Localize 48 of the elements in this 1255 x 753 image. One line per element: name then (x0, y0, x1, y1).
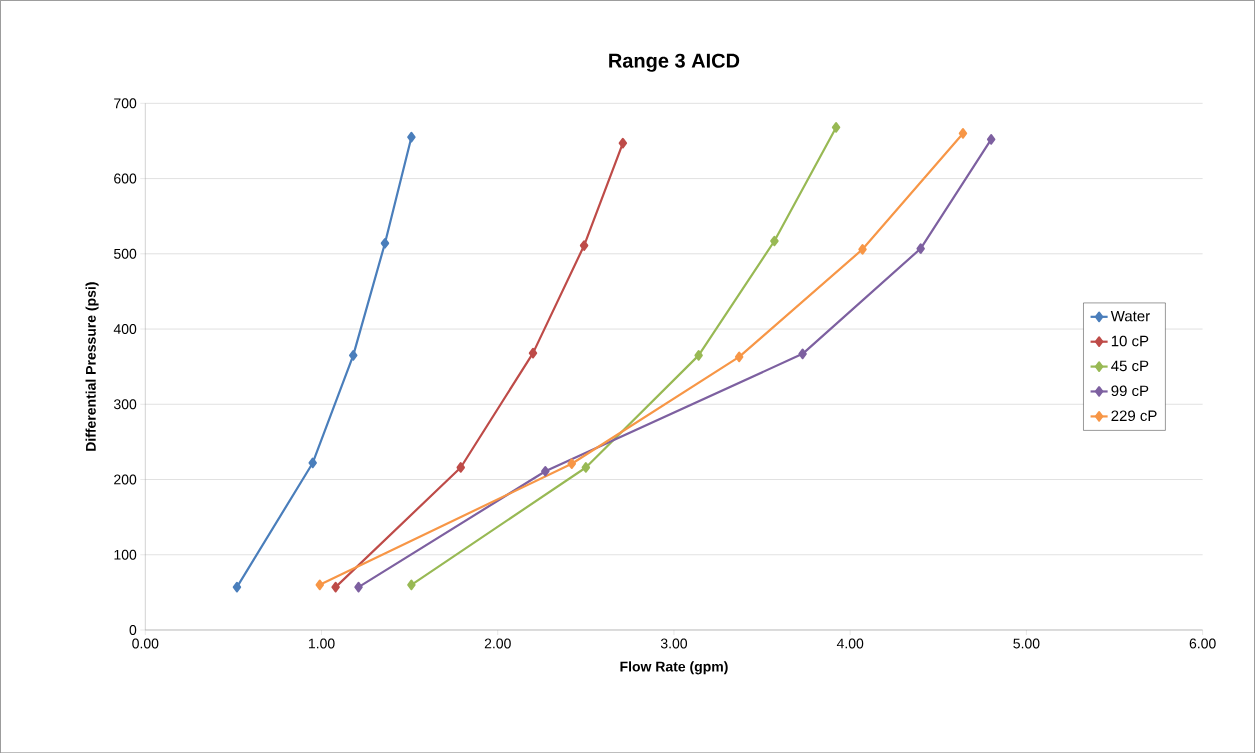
legend-label: 229 cP (1111, 410, 1157, 421)
legend-label: 45 cP (1111, 360, 1149, 371)
point (579, 240, 589, 251)
x-axis-title: Flow Rate (gpm) (620, 661, 728, 675)
y-tick-label: 0 (129, 624, 137, 635)
legend-label: 10 cP (1111, 335, 1149, 347)
point (986, 133, 996, 145)
x-tick-label: 1.00 (308, 638, 335, 649)
point (349, 349, 358, 361)
y-axis-title: Differential Pressure (psi) (85, 282, 99, 451)
point (232, 581, 242, 593)
point (331, 581, 340, 593)
y-tick-label: 600 (114, 173, 137, 184)
point (315, 579, 325, 590)
x-tick-label: 5.00 (1013, 638, 1040, 649)
y-tick-label: 100 (114, 549, 137, 560)
y-tick-label: 300 (113, 399, 137, 410)
point (380, 237, 390, 249)
legend-label: Water (1110, 310, 1150, 322)
point (770, 235, 779, 247)
chart-title: Range 3 AICD (609, 53, 740, 72)
x-tick-label: 4.00 (836, 638, 864, 649)
point (354, 581, 363, 593)
point (734, 351, 744, 363)
legend-label: 99 cP (1111, 385, 1149, 396)
x-tick-label: 6.00 (1189, 638, 1216, 649)
point (541, 465, 550, 477)
point (308, 457, 317, 469)
y-tick-label: 500 (114, 248, 137, 259)
x-tick-label: 0.00 (132, 638, 159, 649)
point (916, 243, 925, 254)
point (798, 348, 807, 360)
y-tick-label: 700 (114, 98, 137, 109)
x-tick-label: 3.00 (660, 638, 688, 649)
x-tick-label: 2.00 (484, 638, 511, 649)
point (567, 458, 577, 469)
point (407, 579, 416, 590)
point (694, 349, 703, 361)
point (618, 137, 628, 149)
point (858, 243, 867, 255)
point (581, 462, 591, 473)
point (528, 347, 538, 359)
point (831, 121, 841, 133)
point (407, 131, 416, 143)
point (958, 127, 968, 139)
y-tick-label: 400 (113, 323, 137, 334)
y-tick-label: 200 (114, 474, 137, 485)
point (456, 462, 465, 473)
